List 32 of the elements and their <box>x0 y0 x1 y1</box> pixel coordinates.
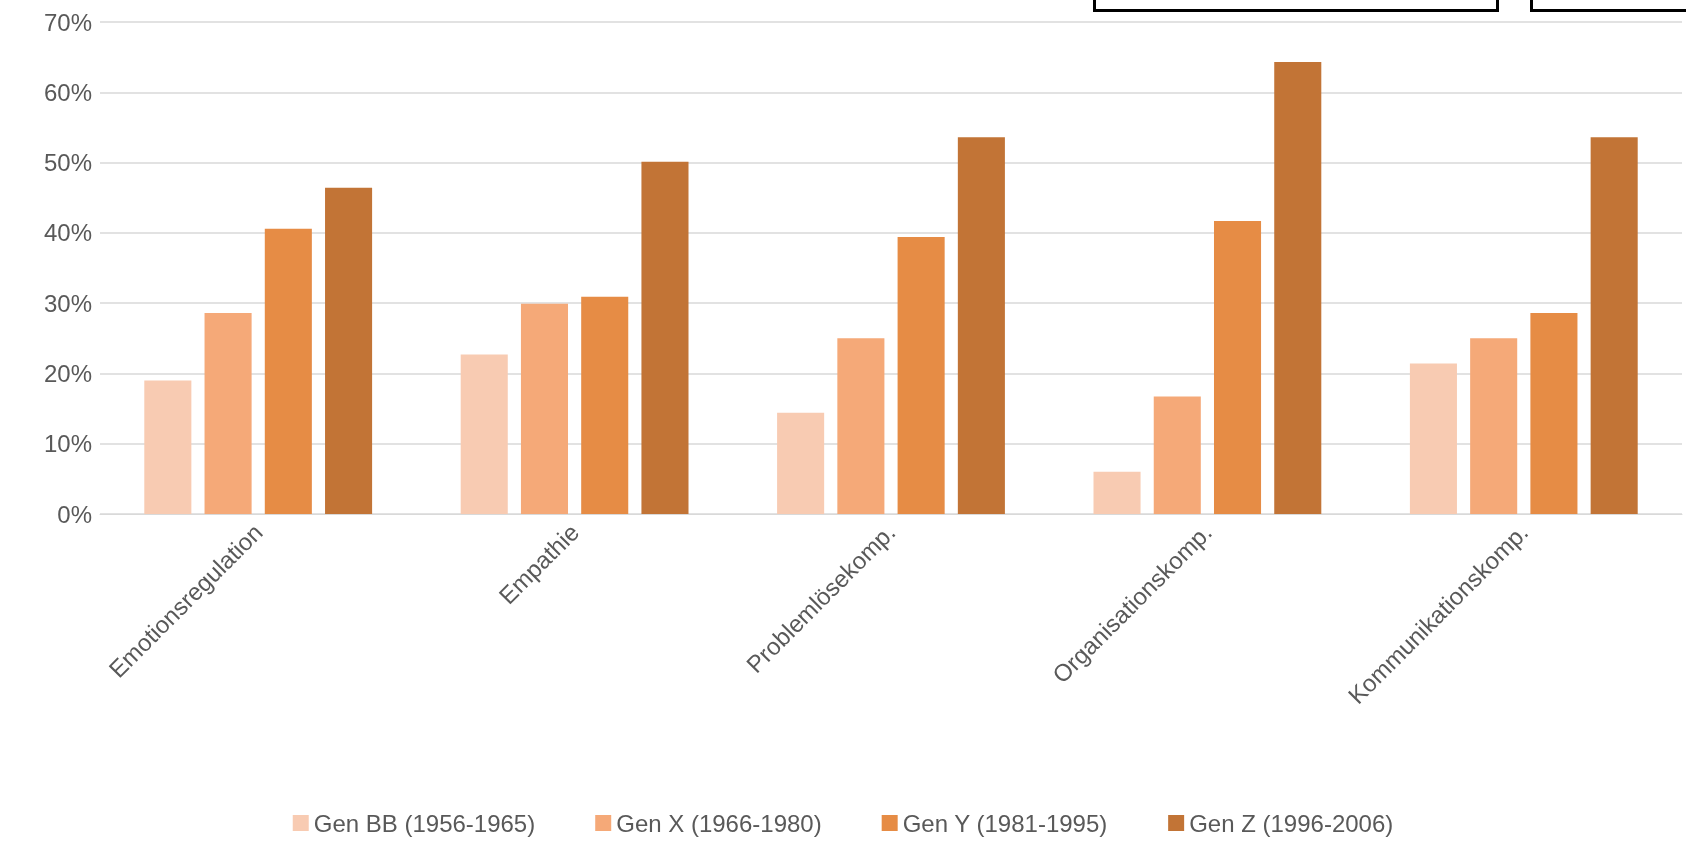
y-tick-label: 10% <box>43 430 92 458</box>
bar <box>1590 137 1638 514</box>
bar <box>520 303 569 514</box>
bar <box>641 161 689 514</box>
bar <box>1153 396 1201 514</box>
legend-label: Gen Y (1981-1995) <box>902 809 1108 837</box>
y-tick-label: 70% <box>43 8 92 36</box>
bar <box>581 296 629 514</box>
bar <box>1274 62 1322 514</box>
bar <box>957 137 1005 514</box>
y-tick-label: 40% <box>43 219 92 247</box>
bar <box>1213 220 1262 514</box>
bar <box>837 338 885 514</box>
bar <box>325 187 373 514</box>
legend-label: Gen X (1966-1980) <box>616 809 822 837</box>
bar <box>460 354 508 514</box>
y-tick-label: 30% <box>43 289 92 317</box>
y-tick-label: 60% <box>43 78 92 106</box>
legend-label: Gen BB (1956-1965) <box>313 809 536 837</box>
bar <box>144 380 192 514</box>
y-tick-label: 0% <box>57 500 92 528</box>
bar <box>897 237 945 514</box>
bar <box>264 228 312 514</box>
bar <box>1409 363 1457 514</box>
bar <box>777 412 825 514</box>
bar <box>1530 312 1578 514</box>
y-tick-label: 20% <box>43 359 92 387</box>
y-tick-label: 50% <box>43 149 92 177</box>
legend-label: Gen Z (1996-2006) <box>1189 809 1394 837</box>
bar <box>1093 471 1141 514</box>
bar <box>1470 338 1518 514</box>
bar <box>204 312 252 514</box>
